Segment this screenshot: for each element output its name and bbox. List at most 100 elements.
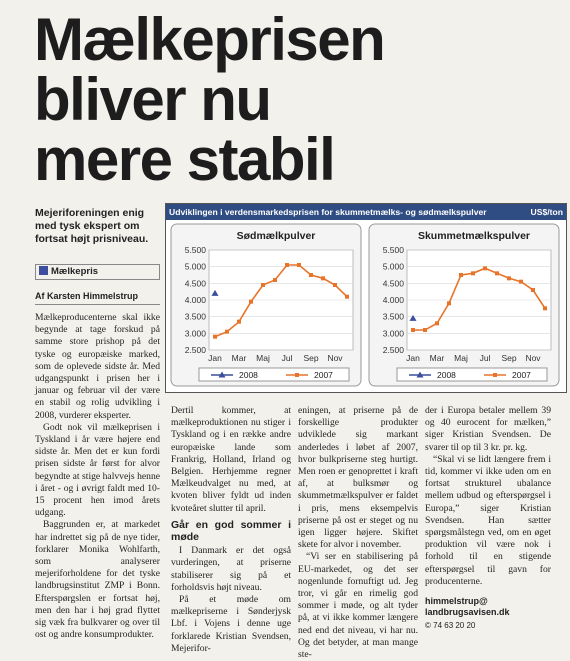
x-tick-label: Jan <box>406 353 420 363</box>
x-tick-label: Nov <box>525 353 541 363</box>
x-tick-label: Maj <box>454 353 468 363</box>
data-point <box>213 334 217 339</box>
data-point <box>507 276 511 281</box>
legend-label: 2008 <box>239 370 258 380</box>
chart-header-title: Udviklingen i verdensmarkedsprisen for s… <box>169 207 487 217</box>
data-point <box>345 294 349 299</box>
paragraph: “Vi ser en stabilisering på EU-markedet,… <box>298 551 418 661</box>
y-tick-label: 2.500 <box>185 345 207 355</box>
data-point <box>531 288 535 292</box>
legend-box <box>198 367 350 382</box>
y-tick-label: 2.500 <box>383 345 405 355</box>
x-tick-label: Jul <box>480 353 491 363</box>
data-point <box>471 271 475 276</box>
section-label: Mælkepris <box>35 264 160 280</box>
y-tick-label: 4.000 <box>383 295 405 305</box>
data-point <box>285 263 289 267</box>
phone: © 74 63 20 20 <box>425 621 476 631</box>
data-point <box>261 283 265 287</box>
x-tick-label: Jul <box>282 353 293 363</box>
chart-box: Udviklingen i verdensmarkedsprisen for s… <box>165 203 567 393</box>
paragraph: På et møde om mælkepriserne i Sønderjysk… <box>171 594 291 654</box>
paragraph: I Danmark er det også vurderingen, at pr… <box>171 545 291 593</box>
y-tick-label: 3.500 <box>383 312 405 322</box>
legend-label: 2007 <box>512 370 531 380</box>
data-point <box>273 278 277 282</box>
legend-marker <box>295 373 299 377</box>
section-text: Mælkepris <box>51 266 98 277</box>
data-point <box>297 263 301 267</box>
column: Dertil kommer, at mælkeproduktionen nu s… <box>171 405 291 655</box>
data-point <box>459 273 463 277</box>
y-tick-label: 4.500 <box>185 278 207 288</box>
y-tick-label: 3.000 <box>383 328 405 338</box>
legend-marker <box>218 371 226 378</box>
y-tick-label: 4.000 <box>185 295 207 305</box>
y-tick-label: 5.000 <box>383 262 405 272</box>
data-point <box>495 271 499 276</box>
data-point <box>249 299 253 304</box>
chart-header: Udviklingen i verdensmarkedsprisen for s… <box>166 204 566 220</box>
data-point <box>423 328 427 332</box>
y-tick-label: 5.500 <box>383 245 405 255</box>
data-point <box>237 319 241 324</box>
y-tick-label: 5.500 <box>185 245 207 255</box>
legend-label: 2007 <box>314 370 333 380</box>
y-tick-label: 4.500 <box>383 278 405 288</box>
column: eningen, at priserne på de forskellige p… <box>298 405 418 661</box>
legend-label: 2008 <box>437 370 456 380</box>
data-point <box>321 276 325 281</box>
legend-marker <box>218 371 226 378</box>
chart-title: Sødmælkpulver <box>237 230 316 242</box>
chart-title: Skummetmælkspulver <box>418 230 530 242</box>
chart-header-unit: US$/ton <box>530 207 563 217</box>
data-point <box>225 329 229 334</box>
legend-marker <box>416 371 424 378</box>
contact-line: landbrugsavisen.dk <box>425 607 510 618</box>
legend-marker <box>295 373 299 377</box>
column: der i Europa betaler mellem 39 og 40 eur… <box>425 405 551 632</box>
data-point <box>211 289 219 296</box>
legend-marker <box>493 373 497 377</box>
data-point <box>333 283 337 287</box>
subhead: Går en god sommer i møde <box>171 518 291 544</box>
paragraph: Dertil kommer, at mælkeproduktionen nu s… <box>171 405 291 514</box>
page: Mælkeprisen bliver nu mere stabil Mejeri… <box>0 0 570 635</box>
paragraph: eningen, at priserne på de forskellige p… <box>298 405 418 551</box>
paragraph: Baggrunden er, at markedet har indrettet… <box>35 519 160 641</box>
charts: Sødmælkpulver 2.500 3.000 3.500 4.000 4.500 5.… <box>170 223 560 387</box>
paragraph: “Skal vi se lidt længere frem i tid, kom… <box>425 453 551 587</box>
data-point <box>411 328 415 332</box>
data-point <box>309 273 313 277</box>
paragraph: Godt nok vil mælkeprisen i Tyskland i år… <box>35 421 160 519</box>
legend-marker <box>416 371 424 378</box>
headline-line: bliver nu <box>34 66 272 133</box>
contact-line: himmelstrup@ <box>425 596 488 607</box>
x-tick-label: Mar <box>430 353 445 363</box>
headline-line: Mælkeprisen <box>34 6 386 73</box>
data-point <box>409 314 417 321</box>
y-tick-label: 3.000 <box>185 328 207 338</box>
legend-box <box>396 367 548 382</box>
x-tick-label: Mar <box>232 353 247 363</box>
data-point <box>483 266 487 271</box>
contact: himmelstrup@ landbrugsavisen.dk <box>425 596 551 618</box>
headline: Mælkeprisen bliver nu mere stabil <box>34 6 386 193</box>
lead: Mejeriforeningen enig med tysk ekspert o… <box>35 207 149 245</box>
legend-marker <box>493 373 497 377</box>
x-tick-label: Jan <box>208 353 222 363</box>
data-point <box>447 301 451 306</box>
paragraph: Mælkeproducenterne skal ikke begynde at … <box>35 312 160 421</box>
y-tick-label: 3.500 <box>185 312 207 322</box>
data-point <box>519 279 523 284</box>
byline: Af Karsten Himmelstrup <box>35 290 160 305</box>
headline-line: mere stabil <box>34 126 336 193</box>
x-tick-label: Sep <box>303 353 318 363</box>
paragraph: der i Europa betaler mellem 39 og 40 eur… <box>425 405 551 453</box>
x-tick-label: Sep <box>501 353 516 363</box>
data-point <box>435 321 439 326</box>
column: Mælkeproducenterne skal ikke begynde at … <box>35 312 160 641</box>
x-tick-label: Maj <box>256 353 270 363</box>
y-tick-label: 5.000 <box>185 262 207 272</box>
data-point <box>543 306 547 311</box>
